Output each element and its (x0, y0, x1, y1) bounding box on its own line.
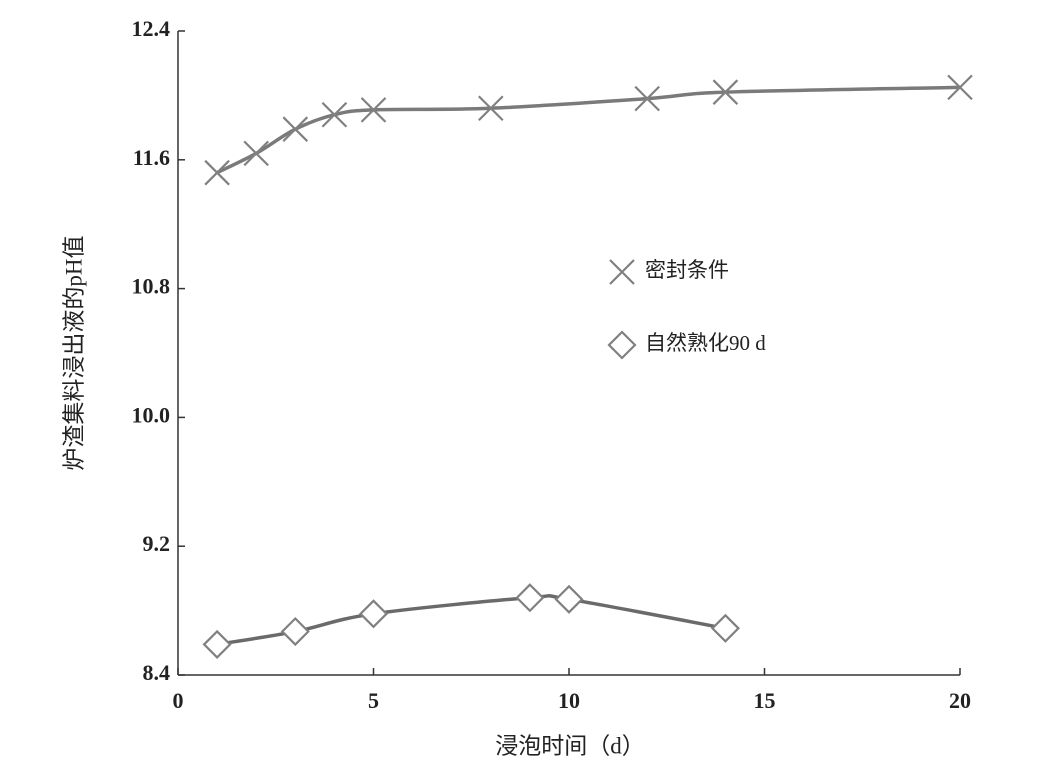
x-tick-label: 0 (173, 688, 184, 713)
y-tick-label: 8.4 (143, 660, 171, 685)
diamond-marker (515, 583, 545, 613)
x-marker (360, 97, 387, 123)
legend-label: 自然熟化90 d (645, 331, 766, 355)
diamond-marker (554, 584, 584, 614)
x-tick-label: 10 (558, 688, 580, 713)
y-tick-label: 10.0 (132, 402, 171, 427)
diamond-marker (607, 330, 637, 360)
x-tick-label: 15 (754, 688, 776, 713)
y-tick-label: 11.6 (133, 145, 170, 170)
y-tick-label: 12.4 (132, 16, 171, 41)
diamond-marker (710, 613, 740, 643)
x-marker (243, 140, 269, 167)
series-line (216, 85, 961, 175)
x-tick-label: 20 (949, 688, 971, 713)
x-marker (204, 159, 230, 186)
y-axis-title: 炉渣集料浸出液的pH值 (61, 235, 86, 470)
x-marker (478, 95, 504, 122)
x-marker (609, 259, 635, 285)
diamond-marker (358, 599, 389, 629)
y-tick-label: 9.2 (143, 531, 171, 556)
x-axis-title: 浸泡时间（d） (495, 733, 645, 758)
x-tick-label: 5 (368, 688, 379, 713)
x-marker (634, 85, 660, 112)
x-marker (947, 74, 973, 101)
diamond-marker (280, 616, 310, 647)
x-marker (712, 79, 739, 105)
x-marker (321, 101, 348, 128)
y-tick-label: 10.8 (132, 274, 171, 299)
diamond-marker (202, 629, 232, 659)
legend-label: 密封条件 (645, 258, 729, 282)
x-marker (282, 116, 309, 142)
